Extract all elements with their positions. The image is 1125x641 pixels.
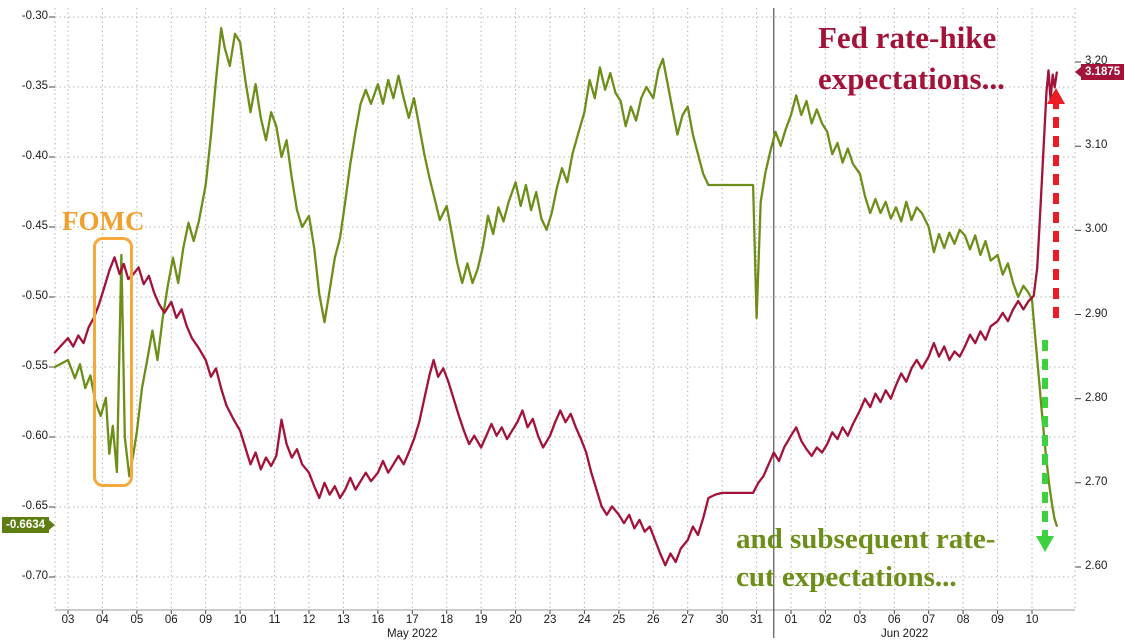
left-axis-tick-label: -0.60 — [21, 430, 48, 442]
right-axis-tick-label: 2.70 — [1085, 475, 1108, 488]
x-axis-tick-label: 10 — [233, 614, 247, 626]
x-axis-tick-label: 06 — [887, 614, 901, 626]
left-axis-tick-label: -0.70 — [21, 570, 48, 582]
x-axis-tick-label: 23 — [543, 614, 557, 626]
x-axis-tick-label: 16 — [371, 614, 385, 626]
fomc-highlight-box — [93, 237, 133, 487]
rate-hike-up-arrow-arrowhead — [1047, 88, 1065, 104]
x-axis-tick-label: 03 — [61, 614, 75, 626]
x-axis-tick-label: 17 — [405, 614, 419, 626]
fomc-annotation-label: FOMC — [62, 206, 145, 236]
x-axis-tick-label: 03 — [853, 614, 867, 626]
x-axis-tick-label: 30 — [715, 614, 729, 626]
right-axis-tick-label: 2.60 — [1085, 560, 1108, 572]
x-axis-tick-label: 11 — [268, 614, 281, 626]
x-axis-tick-label: 01 — [784, 614, 798, 626]
rate-hike-annotation-line1: Fed rate-hike — [818, 20, 997, 55]
x-axis-tick-label: 04 — [96, 614, 109, 626]
rate-cut-annotation-line2: cut expectations... — [736, 560, 957, 593]
month-label: Jun 2022 — [880, 628, 929, 640]
left-axis-tick-label: -0.45 — [21, 220, 48, 232]
x-axis-tick-label: 06 — [164, 614, 178, 626]
x-axis-tick-label: 09 — [199, 614, 213, 626]
rate-hike-annotation: Fed rate-hike expectations... — [818, 18, 1005, 100]
left-axis-tick-label: -0.65 — [21, 500, 48, 512]
x-axis-tick-label: 24 — [578, 614, 591, 626]
x-axis-tick-label: 05 — [130, 614, 144, 626]
cut-series-line — [53, 27, 1058, 527]
last-value-badge-cut: -0.6634 — [2, 517, 56, 533]
x-axis-tick-label: 02 — [819, 614, 832, 626]
right-axis-tick-label: 2.90 — [1085, 307, 1108, 320]
x-axis-tick-label: 20 — [509, 614, 522, 626]
last-value-badge-hike: 3.1875 — [1074, 64, 1125, 80]
month-label: May 2022 — [387, 628, 438, 640]
x-axis-tick-label: 31 — [750, 614, 763, 626]
rate-cut-annotation-line1: and subsequent rate- — [736, 523, 996, 555]
right-axis-tick-label: 3.10 — [1085, 139, 1108, 152]
left-axis-tick-label: -0.55 — [21, 360, 48, 372]
left-axis-tick-label: -0.50 — [21, 290, 48, 302]
hike-series-line — [53, 69, 1058, 567]
x-axis-tick-label: 26 — [646, 614, 660, 626]
x-axis-tick-label: 13 — [337, 614, 350, 626]
x-axis-tick-label: 12 — [302, 614, 316, 626]
right-axis-tick-label: 2.80 — [1085, 391, 1108, 404]
x-axis-tick-label: 27 — [681, 614, 695, 626]
x-axis-tick-label: 25 — [612, 614, 626, 626]
x-axis-tick-label: 19 — [474, 614, 488, 626]
left-axis-tick-label: -0.35 — [21, 80, 48, 92]
x-axis-tick-label: 10 — [1025, 614, 1039, 626]
right-axis-tick-label: 3.20 — [1085, 55, 1108, 67]
left-axis-tick-label: -0.30 — [21, 10, 48, 22]
left-axis-tick-label: -0.40 — [21, 150, 48, 162]
right-axis-tick-label: 3.00 — [1085, 223, 1108, 236]
x-axis-tick-label: 07 — [922, 614, 936, 626]
rate-cut-annotation: and subsequent rate- cut expectations... — [736, 521, 995, 596]
x-axis-tick-label: 09 — [991, 614, 1004, 626]
x-axis-tick-label: 08 — [956, 614, 970, 626]
x-axis-tick-label: 18 — [440, 614, 454, 626]
rate-cut-down-arrow-arrowhead — [1036, 536, 1054, 552]
rate-hike-annotation-line2: expectations... — [818, 60, 1005, 96]
